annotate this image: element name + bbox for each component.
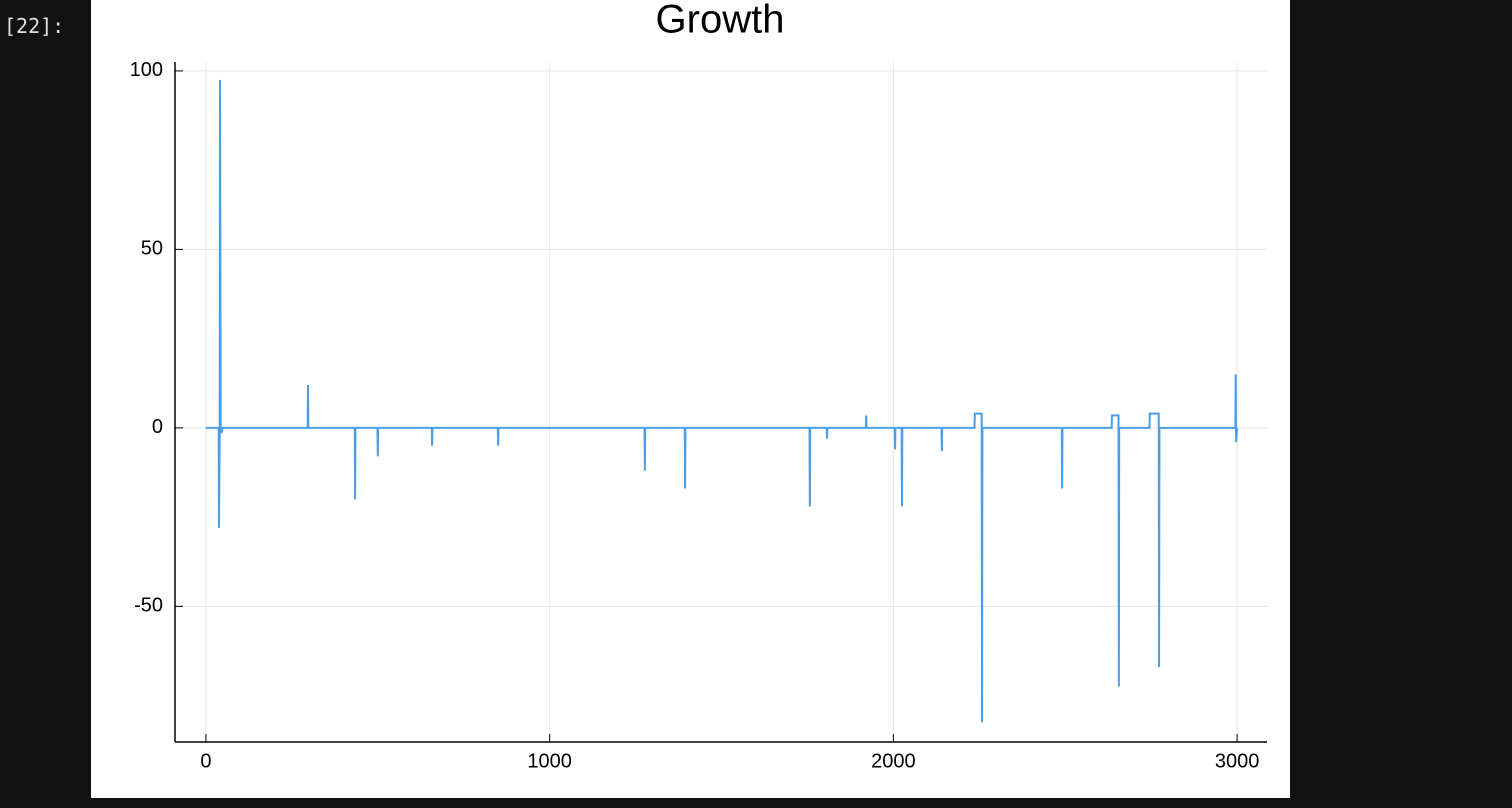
x-tick-label: 2000	[871, 750, 916, 772]
y-tick-label: -50	[134, 595, 163, 617]
y-tick-label: 50	[141, 238, 163, 260]
x-tick-label: 0	[200, 750, 211, 772]
y-tick-label: 0	[152, 416, 163, 438]
x-tick-label: 3000	[1215, 750, 1260, 772]
chart-title: Growth	[656, 0, 785, 42]
line	[205, 79, 1239, 723]
x-tick-label: 1000	[527, 750, 572, 772]
cell-prompt: [22]:	[4, 14, 65, 38]
plot-background	[91, 0, 1290, 798]
y-tick-label: 100	[130, 59, 163, 81]
